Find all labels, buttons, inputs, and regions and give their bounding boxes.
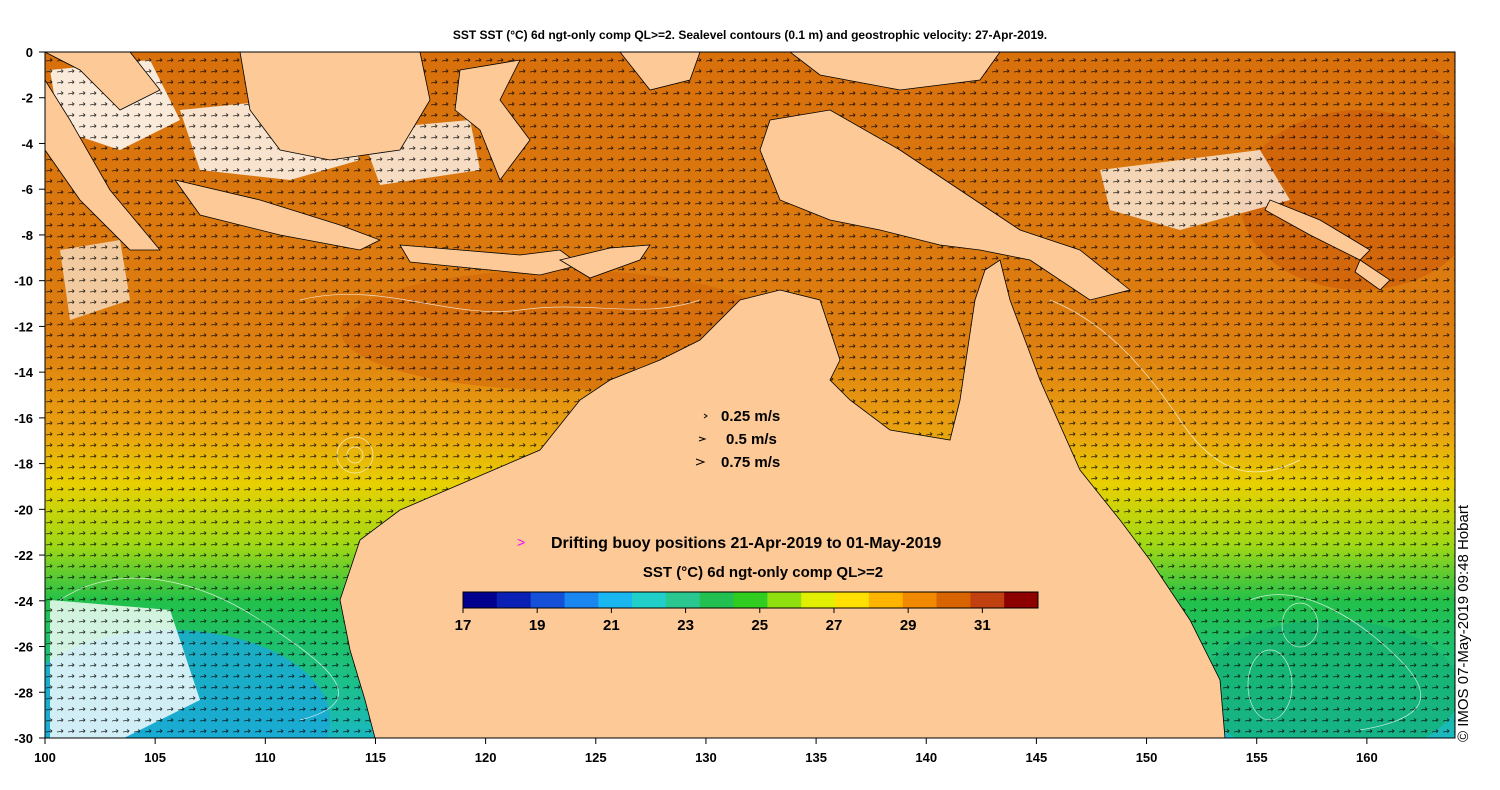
x-tick-label: 110 (255, 750, 276, 765)
colorbar-swatch (767, 592, 802, 608)
credit-text: © IMOS 07-May-2019 09:48 Hobart (1455, 505, 1472, 742)
borneo (239, 52, 431, 161)
colorbar-title: SST (°C) 6d ngt-only comp QL>=2 (643, 564, 883, 581)
colorbar-tick-label: 25 (751, 617, 768, 634)
colorbar-swatch (564, 592, 599, 608)
colorbar-frame (462, 591, 1039, 609)
velocity-arrow-small (703, 413, 708, 419)
y-tick-label: -8 (21, 228, 33, 243)
colorbar-swatch (1004, 592, 1039, 608)
buoy-legend: > Drifting buoy positions 21-Apr-2019 to… (517, 534, 941, 552)
colorbar-swatch (496, 592, 532, 608)
colorbar-swatch (632, 592, 667, 608)
colorbar-swatch (902, 592, 938, 608)
buoy-marker: > (517, 534, 525, 550)
australia (339, 259, 1226, 738)
colorbar-tick-label: 19 (529, 617, 546, 634)
colorbar-tick-label: 17 (455, 617, 472, 634)
sulawesi (454, 59, 531, 181)
x-tick-label: 145 (1026, 750, 1048, 765)
sumatra (45, 79, 161, 251)
y-tick-label: -20 (14, 502, 33, 517)
y-tick-label: -16 (14, 411, 33, 426)
colorbar-ticks: 17 19 21 23 25 27 29 31 (455, 608, 991, 634)
y-tick-label: -28 (14, 685, 33, 700)
x-axis: 100 105 110 115 120 125 130 135 140 145 150 155 160 (34, 738, 1378, 765)
velocity-arrow-large (695, 458, 706, 466)
map-title: SST SST (°C) 6d ngt-only comp QL>=2. Sea… (452, 28, 1048, 42)
y-tick-label: -12 (14, 319, 33, 334)
sealevel-contours (59, 294, 1422, 731)
colorbar-swatch (733, 592, 768, 608)
x-tick-label: 100 (34, 750, 56, 765)
colorbar-swatch (699, 592, 735, 608)
colorbar: SST (°C) 6d ngt-only comp QL>=2 17 19 21 23… (455, 564, 1039, 634)
colorbar-tick-label: 27 (826, 617, 843, 634)
x-tick-label: 130 (695, 750, 717, 765)
y-tick-label: -14 (14, 365, 34, 380)
y-tick-label: 0 (26, 45, 33, 60)
colorbar-tick-label: 31 (974, 617, 991, 634)
colorbar-swatch (463, 592, 498, 608)
x-tick-label: 140 (915, 750, 937, 765)
map-plot-area (45, 52, 1455, 738)
x-tick-label: 160 (1356, 750, 1378, 765)
northern-islands (789, 52, 1001, 91)
velocity-label-0: 0.25 m/s (721, 408, 780, 425)
colorbar-swatch (936, 592, 971, 608)
colorbar-tick-label: 29 (900, 617, 917, 634)
colorbar-tick-label: 23 (677, 617, 694, 634)
y-tick-label: -2 (21, 91, 33, 106)
colorbar-swatch (801, 592, 836, 608)
x-tick-label: 105 (144, 750, 166, 765)
y-tick-label: -30 (14, 731, 33, 746)
colorbar-swatches (463, 592, 1039, 608)
x-tick-label: 135 (805, 750, 827, 765)
x-tick-label: 115 (365, 750, 386, 765)
y-axis: 0 -2 -4 -6 -8 -10 -12 -14 -16 -18 -20 -22 -24 -26 -28 -… (14, 45, 45, 746)
timor (558, 244, 651, 279)
y-tick-label: -6 (21, 182, 33, 197)
new-guinea (759, 109, 1131, 301)
colorbar-swatch (598, 592, 633, 608)
land-masses (45, 52, 1391, 738)
velocity-arrow-medium (698, 436, 707, 442)
x-tick-label: 155 (1246, 750, 1268, 765)
x-tick-label: 150 (1136, 750, 1158, 765)
malay-peninsula (45, 52, 161, 111)
velocity-legend: 0.25 m/s 0.5 m/s 0.75 m/s (695, 408, 780, 471)
y-tick-label: -22 (14, 548, 33, 563)
colorbar-swatch (665, 592, 701, 608)
solomon-islands (1354, 259, 1391, 291)
buoy-label: Drifting buoy positions 21-Apr-2019 to 0… (551, 535, 941, 552)
velocity-label-1: 0.5 m/s (726, 431, 777, 448)
map-frame (44, 51, 1456, 739)
colorbar-swatch (835, 592, 870, 608)
y-tick-label: -24 (14, 594, 34, 609)
x-tick-label: 125 (585, 750, 607, 765)
y-tick-label: -18 (14, 457, 33, 472)
y-tick-label: -4 (21, 136, 33, 151)
y-tick-label: -26 (14, 640, 33, 655)
colorbar-swatch (530, 592, 565, 608)
x-tick-label: 120 (475, 750, 497, 765)
y-tick-label: -10 (14, 274, 33, 289)
colorbar-swatch (868, 592, 904, 608)
colorbar-tick-label: 21 (603, 617, 620, 634)
northern-islands (619, 52, 701, 91)
colorbar-swatch (970, 592, 1005, 608)
java (174, 179, 381, 251)
velocity-label-2: 0.75 m/s (721, 454, 780, 471)
